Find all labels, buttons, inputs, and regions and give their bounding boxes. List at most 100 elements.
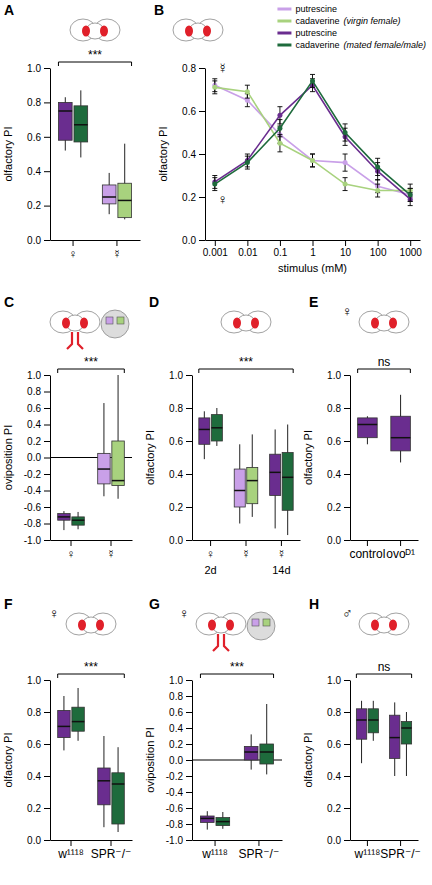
tick-mark [186,540,192,541]
x-axis-title: stimulus (mM) [278,262,347,274]
tick-label: 1.0 [327,675,341,686]
tick-label: w¹¹¹⁸ [201,847,228,861]
tick-mark [186,728,192,729]
tick-label: 0.6 [27,132,41,143]
error-bar [343,154,348,171]
median [282,477,293,479]
antennal-lobe [389,318,397,329]
median [74,124,88,126]
box [58,511,70,530]
axis-line [50,69,51,241]
point [343,160,348,165]
tick-label: ☿ [242,547,251,561]
legend-label: cadaverine [295,40,339,50]
tick-label: 0.6 [27,403,41,414]
tick-mark [400,840,401,846]
y-axis-title: oviposition PI [2,425,14,490]
annotation: ♀ [218,191,229,207]
tick: 1.0 [327,675,350,686]
significance-bracket [58,369,125,373]
tick-label: 0.0 [27,452,41,463]
plate-well [106,317,113,324]
y-axis-title: olfactory PI [157,126,169,181]
plate-icon [101,310,129,338]
antennal-lobe [371,318,379,329]
y-axis: -1.0-0.8-0.6-0.4-0.20.00.20.40.60.81.0 [24,370,51,546]
axis-line [350,376,351,541]
panel-title: ♀ [179,605,190,621]
box-body [358,418,378,438]
tick: 1000 [400,240,423,258]
tick: ovoᴰ¹ [386,540,415,561]
tick: 0.2 [27,803,50,814]
box [211,408,222,446]
tick: control [349,540,385,561]
axis-line [205,69,206,241]
antennal-lobe [371,620,379,631]
error-bar [375,158,380,175]
tick-label: ovoᴰ¹ [386,547,415,561]
tick: ♀ [69,240,78,261]
axis-line [51,840,133,841]
box [72,512,84,529]
error-bar [408,188,413,201]
tick-mark [367,540,368,546]
tick: 0.2 [169,502,192,513]
tick-label: 0.4 [327,469,341,480]
tick-mark [344,375,350,376]
series-line [215,81,410,195]
tick-mark [44,680,50,681]
panel: H♂0.00.20.40.60.81.0w¹¹¹⁸SPR⁻/⁻olfactory… [302,596,421,861]
tick-mark [313,240,314,246]
median [58,726,70,728]
plate-well [263,619,270,626]
tick-mark [186,760,192,761]
significance: ns [378,355,391,369]
category-sublabel: 2d [204,564,216,576]
panel: C-1.0-0.8-0.6-0.4-0.20.00.20.40.60.81.0♀… [2,294,133,561]
panel-letter: H [309,596,319,612]
median [118,200,132,202]
tick-label: ♀ [69,247,78,261]
tick-mark [344,507,350,508]
significance: *** [84,355,98,369]
tick: 1.0 [169,370,192,381]
tick: 0.2 [27,200,50,211]
tick: SPR⁻/⁻ [380,840,421,861]
panel-letter: C [4,294,14,310]
y-axis-title: olfactory PI [144,430,156,485]
tick-mark [44,712,50,713]
tick-label: 0.2 [27,803,41,814]
tick: -0.2 [166,771,192,782]
x-axis: w¹¹¹⁸SPR⁻/⁻ [193,840,283,861]
tick: 0.0 [169,755,192,766]
tick-mark [378,240,379,246]
tick-label: 0.6 [27,739,41,750]
box [391,395,411,463]
tick-mark [186,808,192,809]
tick-mark [44,392,50,393]
tick-mark [44,840,50,841]
box-body [72,517,84,525]
tick-label: 0.8 [27,97,41,108]
tick: 0.8 [27,707,50,718]
tick-mark [199,68,205,69]
tick: 0.0 [327,835,350,846]
point [310,78,315,83]
panel: B0.00.20.40.60.80.0010.010.11101001000ol… [154,2,426,274]
tick: 0.8 [27,97,50,108]
tick: 0.001 [203,240,228,258]
significance-bracket [200,674,273,678]
error-bar [343,124,348,141]
tick-label: 1.0 [27,370,41,381]
tick-mark [281,540,282,546]
tick-mark [344,808,350,809]
tick-label: -0.4 [24,485,42,496]
tick-mark [410,240,411,246]
median [391,437,411,439]
box-body [234,469,245,507]
plot-area [199,408,293,535]
legend-label: putrescine [295,28,337,38]
box [401,712,411,776]
panel: A0.00.20.40.60.81.0♀☿olfactory PI*** [2,2,141,261]
